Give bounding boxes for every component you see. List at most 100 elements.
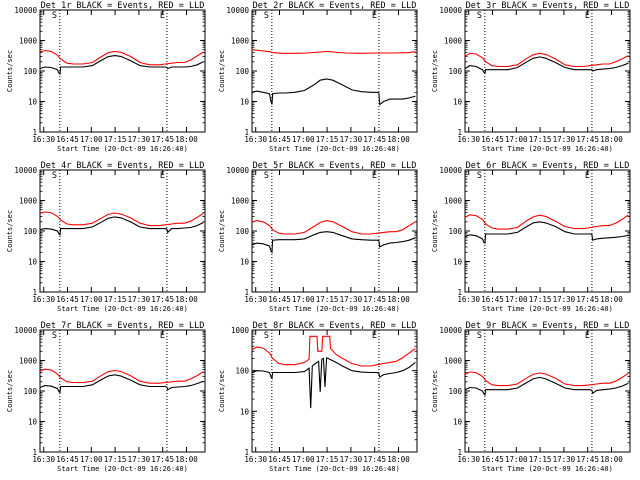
y-tick-label: 10 xyxy=(453,418,463,427)
y-tick-label: 100 xyxy=(448,387,462,396)
plot-frame xyxy=(39,9,206,133)
y-tick-label: 100 xyxy=(235,67,249,76)
panel-title: Det 9r BLACK = Events, RED = LLD xyxy=(466,321,630,331)
x-tick-label: 17:00 xyxy=(505,455,528,464)
panel-title: Det 8r BLACK = Events, RED = LLD xyxy=(253,321,417,331)
x-tick-label: 17:00 xyxy=(292,295,315,304)
y-tick-label: 1000 xyxy=(231,197,250,206)
events-rate-line xyxy=(251,231,416,254)
x-tick-label: 18:00 xyxy=(600,295,623,304)
y-tick-label: 1000 xyxy=(19,37,38,46)
x-tick-label: 17:45 xyxy=(363,135,386,144)
plot-frame xyxy=(39,169,206,293)
y-tick-label: 10 xyxy=(240,407,250,416)
x-tick-label: 16:30 xyxy=(244,295,267,304)
time-marker-label: E xyxy=(160,331,165,341)
time-marker-label: S xyxy=(52,331,57,341)
y-tick-label: 100 xyxy=(448,227,462,236)
x-tick-label: 17:30 xyxy=(340,295,363,304)
x-tick-label: 18:00 xyxy=(387,455,410,464)
y-tick-label: 10 xyxy=(28,98,38,107)
plot-frame xyxy=(39,329,206,453)
x-tick-label: 17:15 xyxy=(529,455,552,464)
y-tick-label: 1000 xyxy=(444,357,463,366)
y-tick-label: 10 xyxy=(28,418,38,427)
y-tick-label: 1 xyxy=(32,448,37,457)
x-tick-label: 16:45 xyxy=(268,455,291,464)
time-marker-label: S xyxy=(264,331,269,341)
lld-rate-line xyxy=(464,214,629,230)
x-tick-label: 17:15 xyxy=(529,135,552,144)
y-tick-label: 1 xyxy=(244,448,249,457)
x-tick-label: 17:15 xyxy=(316,455,339,464)
x-tick-label: 17:00 xyxy=(292,455,315,464)
x-tick-label: 18:00 xyxy=(387,295,410,304)
plot-frame xyxy=(464,9,631,133)
y-tick-label: 10000 xyxy=(14,6,37,15)
plot-frame xyxy=(251,329,418,453)
x-tick-label: 16:30 xyxy=(32,135,55,144)
time-marker-label: E xyxy=(160,171,165,181)
x-tick-label: 17:45 xyxy=(151,455,174,464)
time-marker-label: S xyxy=(264,171,269,181)
y-tick-label: 10000 xyxy=(226,166,249,175)
y-tick-label: 1 xyxy=(32,128,37,137)
y-tick-label: 1000 xyxy=(19,197,38,206)
x-tick-label: 17:15 xyxy=(104,135,127,144)
x-tick-label: 17:00 xyxy=(292,135,315,144)
events-rate-line xyxy=(39,216,204,236)
x-tick-label: 18:00 xyxy=(175,295,198,304)
x-tick-label: 17:00 xyxy=(80,295,103,304)
y-axis-label: Counts/sec xyxy=(431,50,439,92)
y-axis-label: Counts/sec xyxy=(218,370,226,412)
y-tick-label: 10000 xyxy=(439,166,462,175)
x-tick-label: 17:15 xyxy=(316,295,339,304)
x-tick-label: 17:30 xyxy=(340,135,363,144)
x-tick-label: 17:15 xyxy=(104,455,127,464)
x-tick-label: 17:30 xyxy=(553,135,576,144)
y-tick-label: 10000 xyxy=(226,6,249,15)
x-tick-label: 16:30 xyxy=(244,135,267,144)
plot-frame xyxy=(464,169,631,293)
y-tick-label: 10000 xyxy=(439,326,462,335)
panel-title: Det 2r BLACK = Events, RED = LLD xyxy=(253,1,417,11)
x-tick-label: 17:30 xyxy=(553,455,576,464)
lld-rate-line xyxy=(464,371,629,387)
x-tick-label: 17:30 xyxy=(128,295,151,304)
x-tick-label: 18:00 xyxy=(175,455,198,464)
x-tick-label: 17:45 xyxy=(363,295,386,304)
x-axis-label: Start Time (20-Oct-09 16:26:40) xyxy=(57,145,188,153)
x-tick-label: 16:45 xyxy=(56,455,79,464)
x-tick-label: 17:45 xyxy=(151,135,174,144)
x-tick-label: 17:00 xyxy=(80,135,103,144)
y-tick-label: 10 xyxy=(453,258,463,267)
x-tick-label: 16:45 xyxy=(481,295,504,304)
y-tick-label: 1 xyxy=(32,288,37,297)
time-marker-label: E xyxy=(585,331,590,341)
panel-title: Det 6r BLACK = Events, RED = LLD xyxy=(466,161,630,171)
x-tick-label: 16:30 xyxy=(244,455,267,464)
lld-rate-line xyxy=(251,220,416,235)
x-tick-label: 17:30 xyxy=(340,455,363,464)
y-tick-label: 1000 xyxy=(19,357,38,366)
x-axis-label: Start Time (20-Oct-09 16:26:40) xyxy=(482,305,613,313)
y-axis-label: Counts/sec xyxy=(6,210,14,252)
x-tick-label: 17:45 xyxy=(576,455,599,464)
x-tick-label: 18:00 xyxy=(387,135,410,144)
x-axis-label: Start Time (20-Oct-09 16:26:40) xyxy=(57,465,188,473)
y-tick-label: 1000 xyxy=(231,326,250,335)
x-axis-label: Start Time (20-Oct-09 16:26:40) xyxy=(57,305,188,313)
y-tick-label: 10 xyxy=(240,258,250,267)
x-tick-label: 16:30 xyxy=(32,295,55,304)
x-axis-label: Start Time (20-Oct-09 16:26:40) xyxy=(482,145,613,153)
lld-rate-line xyxy=(39,368,204,384)
time-marker-label: E xyxy=(372,331,377,341)
x-tick-label: 17:45 xyxy=(151,295,174,304)
lld-rate-line xyxy=(39,211,204,227)
x-tick-label: 17:00 xyxy=(80,455,103,464)
y-tick-label: 10000 xyxy=(14,166,37,175)
time-marker-label: E xyxy=(160,11,165,21)
y-tick-label: 100 xyxy=(448,67,462,76)
x-axis-label: Start Time (20-Oct-09 16:26:40) xyxy=(269,465,400,473)
